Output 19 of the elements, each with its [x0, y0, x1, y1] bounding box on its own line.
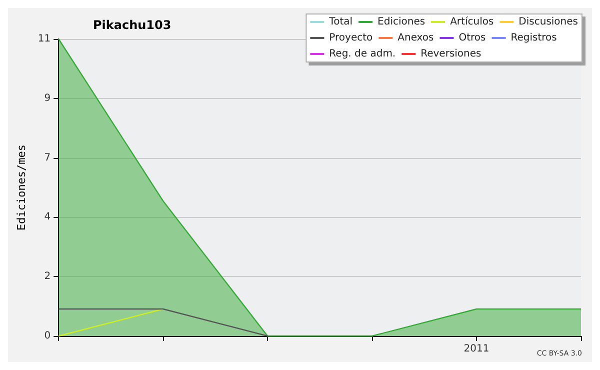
legend-label: Anexos [398, 32, 434, 44]
y-tick-label: 4 [44, 212, 51, 223]
x-tick-label: 2011 [464, 344, 490, 354]
legend-label: Proyecto [329, 32, 373, 44]
y-tick-label: 2 [44, 271, 51, 282]
legend-label: Discusiones [518, 16, 578, 28]
chart-title: Pikachu103 [93, 18, 172, 32]
y-axis-title: Ediciones/mes [15, 144, 28, 231]
legend-label: Ediciones [378, 16, 426, 28]
legend-label: Otros [458, 32, 486, 44]
y-tick-label: 7 [44, 152, 51, 164]
legend-label: Registros [510, 32, 557, 44]
legend-label: Reg. de adm. [329, 48, 396, 60]
legend-label: Artículos [450, 16, 494, 28]
y-tick-label: 11 [38, 34, 51, 44]
y-tick-label: 0 [44, 330, 51, 342]
legend-label: Total [328, 16, 353, 28]
y-tick-label: 9 [44, 92, 51, 104]
legend-label: Reversiones [420, 48, 482, 60]
